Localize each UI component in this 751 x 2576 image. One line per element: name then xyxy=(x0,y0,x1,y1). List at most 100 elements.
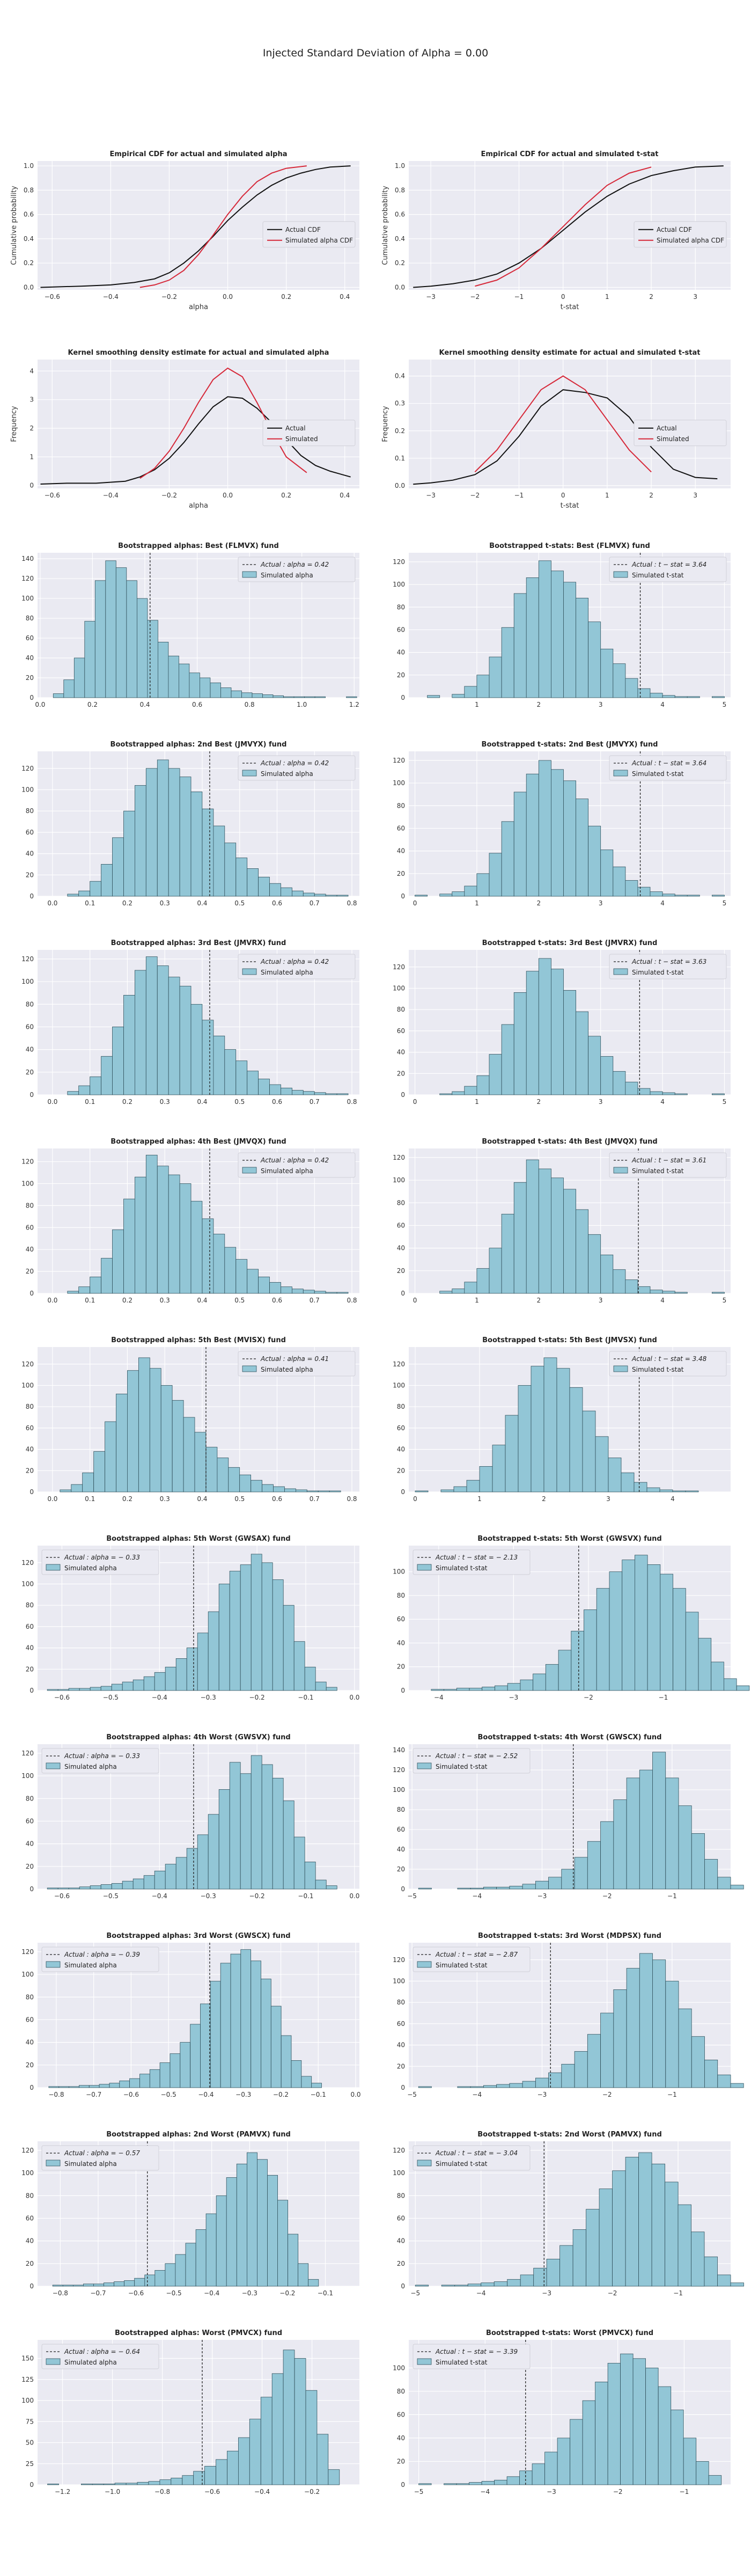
y-axis-label: Cumulative probability xyxy=(10,186,18,265)
histogram-bar xyxy=(506,2476,520,2485)
histogram-bar xyxy=(137,2482,149,2485)
histogram-bar xyxy=(674,1093,688,1095)
y-tick-label: 20 xyxy=(26,2061,34,2069)
histogram-bar xyxy=(272,1579,284,1691)
y-tick-label: 0 xyxy=(401,2282,405,2290)
histogram-bar xyxy=(132,1878,144,1890)
y-tick-label: 25 xyxy=(26,2460,34,2468)
histogram-bar xyxy=(639,1769,653,1890)
series-line xyxy=(413,389,718,485)
histogram-bar xyxy=(189,672,200,698)
histogram-bar xyxy=(47,1689,58,1691)
histogram-bar xyxy=(717,2274,731,2287)
histogram-bar xyxy=(569,1387,583,1492)
subplot-2: −3 −2 −1 0 1 2 3 0.0 0.2 0.4 0.6 0.8 1.0 Empirical CD… xyxy=(381,150,731,311)
legend-label: Actual CDF xyxy=(657,226,692,233)
legend-box xyxy=(609,954,727,979)
x-tick-label: −0.5 xyxy=(103,1892,119,1900)
x-tick-label: −0.6 xyxy=(54,1694,70,1701)
y-tick-label: 0 xyxy=(401,1091,405,1099)
subplot-title: Bootstrapped t-stats: Best (FLMVX) fund xyxy=(489,542,650,550)
y-tick-label: 60 xyxy=(26,829,34,836)
histogram-bar xyxy=(535,2077,549,2088)
histogram-bar xyxy=(646,1487,660,1492)
histogram-bar xyxy=(304,696,315,698)
y-tick-label: 60 xyxy=(26,1623,34,1630)
y-tick-label: 20 xyxy=(26,1665,34,1673)
histogram-bar xyxy=(94,580,106,698)
histogram-bar xyxy=(483,1886,497,1890)
x-tick-label: −4 xyxy=(472,2091,482,2098)
y-tick-label: 20 xyxy=(397,2062,405,2070)
histogram-bar xyxy=(678,2204,691,2287)
histogram-bar xyxy=(671,2410,684,2485)
y-tick-label: 80 xyxy=(397,2388,405,2395)
legend-box xyxy=(609,755,727,781)
x-tick-label: 0.0 xyxy=(47,1098,57,1106)
histogram-bar xyxy=(563,990,577,1095)
y-tick-label: 0 xyxy=(401,2084,405,2091)
histogram-bar xyxy=(306,1490,319,1492)
histogram-bar xyxy=(711,1662,724,1691)
histogram-bar xyxy=(292,1289,304,1294)
y-axis-label: Frequency xyxy=(10,406,18,442)
y-tick-label: 60 xyxy=(397,2214,405,2222)
y-tick-label: 60 xyxy=(397,1615,405,1623)
histogram-bar xyxy=(292,890,304,897)
y-tick-label: 20 xyxy=(397,1267,405,1275)
histogram-bar xyxy=(660,1574,673,1691)
histogram-bar xyxy=(535,1880,549,1890)
subplot-title: Bootstrapped alphas: 4th Worst (GWSVX) f… xyxy=(106,1733,290,1741)
histogram-bar xyxy=(314,1092,326,1095)
histogram-bar xyxy=(613,1071,626,1095)
histogram-bar xyxy=(501,821,514,897)
histogram-bar xyxy=(185,2243,196,2287)
y-tick-label: 100 xyxy=(393,1786,405,1794)
histogram-bar xyxy=(712,895,725,897)
histogram-bar xyxy=(336,1292,349,1294)
x-tick-label: 0.2 xyxy=(122,1098,132,1106)
y-tick-label: 0.4 xyxy=(395,235,405,243)
x-tick-label: −5 xyxy=(410,2289,420,2297)
histogram-bar xyxy=(600,1056,614,1095)
histogram-bar xyxy=(258,1079,270,1095)
subplot-15: −0.6 −0.5 −0.4 −0.3 −0.2 −0.1 0.0 0 20 40 60 80 100 1… xyxy=(21,1535,359,1701)
y-tick-label: 40 xyxy=(397,847,405,855)
histogram-bar xyxy=(441,2285,455,2287)
x-tick-label: 0.6 xyxy=(272,1297,282,1304)
histogram-bar xyxy=(79,1886,91,1890)
histogram-bar xyxy=(122,1880,134,1890)
histogram-bar xyxy=(157,642,169,698)
histogram-bar xyxy=(318,1490,330,1492)
histogram-bar xyxy=(665,1777,679,1890)
x-tick-label: −0.1 xyxy=(298,1892,313,1900)
legend-box xyxy=(634,221,727,248)
x-tick-label: −0.1 xyxy=(318,2289,333,2297)
legend-swatch xyxy=(242,1365,257,1372)
histogram-bar xyxy=(526,773,539,897)
y-tick-label: 60 xyxy=(26,1424,34,1432)
x-tick-label: 0.4 xyxy=(139,701,150,708)
histogram-bar xyxy=(115,567,127,698)
x-tick-label: 0.1 xyxy=(85,1098,95,1106)
histogram-bar xyxy=(637,688,651,698)
histogram-bar xyxy=(532,2463,545,2485)
y-tick-label: 20 xyxy=(397,1663,405,1671)
histogram-bar xyxy=(464,1086,477,1095)
histogram-bar xyxy=(456,2483,469,2485)
histogram-bar xyxy=(293,1836,305,1890)
histogram-bar xyxy=(190,1201,203,1294)
x-tick-label: −1 xyxy=(659,1694,668,1701)
legend-swatch xyxy=(242,571,257,578)
histogram-bar xyxy=(62,2285,73,2287)
histogram-bar xyxy=(489,1248,502,1294)
y-tick-label: 40 xyxy=(397,2434,405,2442)
y-tick-label: 0 xyxy=(30,2481,34,2489)
subplot-3: −0.6 −0.4 −0.2 0.0 0.2 0.4 0 1 2 3 4 Kernel smoothi… xyxy=(10,349,359,510)
legend-box xyxy=(609,557,727,582)
histogram-bar xyxy=(483,2085,497,2088)
histogram-bar xyxy=(261,1979,271,2088)
x-tick-label: 0.0 xyxy=(47,1495,57,1503)
histogram-bar xyxy=(613,663,626,698)
x-tick-label: 0.8 xyxy=(347,1098,357,1106)
